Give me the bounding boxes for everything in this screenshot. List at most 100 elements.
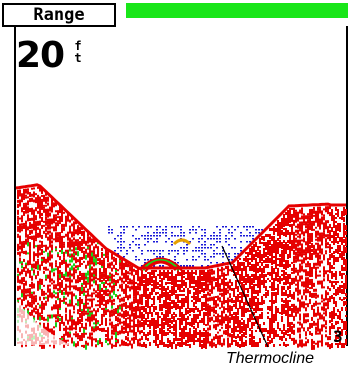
sonar-return-pixel [87,254,89,258]
sonar-return-pixel [343,219,345,222]
sonar-return-pixel [139,282,141,287]
sonar-return-pixel [313,206,315,210]
sonar-return-pixel [59,220,61,223]
sonar-return-pixel [237,268,239,271]
sonar-return-pixel [261,316,263,319]
sonar-return-pixel [263,236,265,239]
sonar-return-pixel [257,268,259,270]
sonar-return-pixel [109,318,111,322]
thermocline-dot [153,241,155,243]
sonar-return-pixel [243,268,245,271]
sonar-return-pixel [263,322,265,325]
sonar-return-pixel [69,291,71,295]
thermocline-dot [180,226,182,228]
sonar-return-pixel [313,344,315,350]
sonar-return-pixel [89,310,91,313]
sonar-return-pixel [305,319,307,324]
sonar-return-pixel [111,305,113,309]
sonar-return-pixel [33,193,35,197]
sonar-return-pixel [51,222,53,225]
sonar-return-pixel [255,278,257,280]
sonar-return-pixel [317,236,319,242]
sonar-return-pixel [293,259,295,263]
sonar-return-pixel [263,254,265,258]
thermocline-dot [126,226,128,228]
thermocline-dot [162,250,164,252]
sonar-return-pixel [77,337,79,340]
sonar-return-pixel [297,215,299,221]
sonar-return-pixel [59,326,61,332]
sonar-return-pixel [313,310,315,314]
sonar-return-pixel [93,256,95,259]
sonar-return-pixel [73,231,75,237]
sonar-return-pixel [57,224,59,227]
sonar-return-pixel [149,322,151,324]
sonar-return-pixel [83,276,85,280]
sonar-return-pixel [95,262,97,266]
sonar-return-pixel [223,318,225,322]
sonar-return-pixel [19,229,21,233]
sonar-return-pixel [167,308,169,310]
thermocline-dot [234,247,236,249]
sonar-return-pixel [93,246,95,250]
sonar-return-pixel [71,245,73,248]
sonar-return-pixel [245,294,247,298]
sonar-return-pixel [295,283,297,286]
sonar-return-pixel [287,260,289,262]
sonar-return-pixel [253,342,255,347]
sonar-return-pixel [289,232,291,235]
sonar-return-pixel [141,344,143,347]
sonar-return-pixel [337,321,339,324]
range-button[interactable]: Range [2,3,116,27]
sonar-return-pixel [159,274,161,279]
sonar-return-pixel [253,280,255,283]
sonar-return-pixel [91,336,93,340]
sonar-return-pixel [313,294,315,297]
sonar-return-pixel [123,274,125,277]
sonar-return-pixel [147,312,149,314]
sonar-return-pixel [287,334,289,336]
sonar-return-pixel [79,237,81,240]
sonar-return-pixel [153,318,155,321]
sonar-return-pixel [345,225,347,230]
thermocline-dot [213,250,215,252]
sonar-return-pixel [137,279,139,282]
sonar-return-pixel [21,209,23,213]
sonar-return-pixel [241,322,243,325]
sonar-return-pixel [233,340,235,342]
sonar-return-pixel [29,246,31,249]
sonar-return-pixel [271,330,273,334]
sonar-return-pixel [269,242,271,245]
sonar-return-pixel [277,222,279,225]
sonar-return-pixel [103,265,105,271]
sonar-return-pixel [303,249,305,254]
sonar-return-pixel [103,311,105,314]
sonar-return-pixel [165,282,167,285]
sonar-return-pixel [199,338,201,341]
sonar-return-pixel [49,242,51,245]
sonar-return-pixel [133,298,135,304]
sonar-return-pixel [59,238,61,241]
sonar-return-pixel [65,221,67,227]
sonar-return-pixel [309,287,311,290]
sonar-return-pixel [77,239,79,242]
sonar-return-pixel [107,259,109,263]
sonar-return-pixel [207,321,209,326]
sonar-return-pixel [289,322,291,324]
sonar-return-pixel [149,312,151,314]
sonar-return-pixel [271,338,273,343]
sonar-return-pixel [103,313,105,317]
sonar-return-pixel [297,311,299,314]
sonar-return-pixel [251,344,253,347]
thermocline-dot [165,226,167,228]
sonar-return-pixel [309,211,311,215]
sonar-return-pixel [107,299,109,305]
sonar-return-pixel [221,310,223,316]
sonar-return-pixel [23,278,25,282]
sonar-return-pixel [281,260,283,265]
sonar-return-pixel [293,245,295,249]
sonar-return-pixel [305,295,307,301]
sonar-return-pixel [183,280,185,283]
sonar-return-pixel [307,241,309,244]
sonar-return-pixel [187,306,189,309]
